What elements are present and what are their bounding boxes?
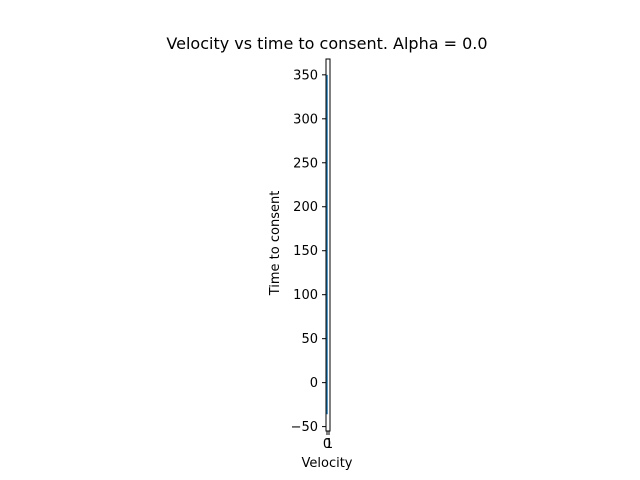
axes-frame [325, 58, 331, 432]
x-axis-ticks: 01 [323, 431, 333, 452]
x-tick-label: 1 [325, 437, 333, 452]
y-tick-label: 50 [301, 332, 318, 347]
x-axis-label: Velocity [302, 456, 353, 471]
y-tick-label: 0 [310, 376, 318, 391]
y-tick-label: −50 [291, 420, 318, 435]
y-tick-label: 300 [293, 112, 318, 127]
y-axis-label: Time to consent [268, 191, 283, 297]
chart-title: Velocity vs time to consent. Alpha = 0.0 [166, 34, 487, 53]
y-tick-label: 350 [293, 68, 318, 83]
y-tick-label: 200 [293, 200, 318, 215]
y-axis-ticks: −50 0 50 100 150 200 250 300 350 [291, 68, 326, 435]
y-tick-label: 250 [293, 156, 318, 171]
x-tick-label: 0 [323, 437, 331, 452]
y-tick-label: 100 [293, 288, 318, 303]
y-tick-label: 150 [293, 244, 318, 259]
